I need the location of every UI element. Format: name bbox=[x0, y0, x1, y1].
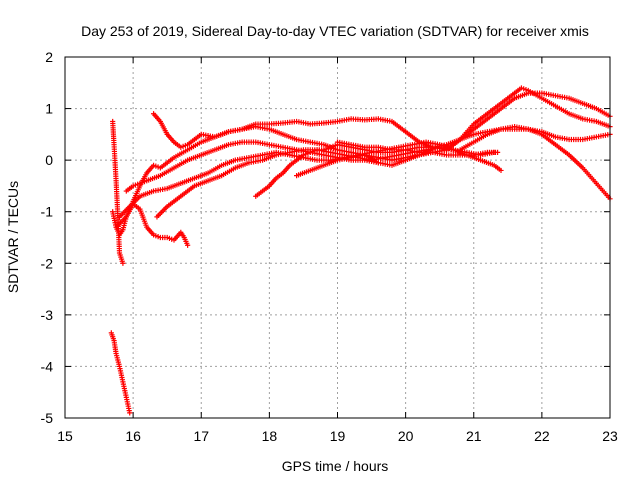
series-marks bbox=[457, 124, 613, 202]
series-track-1 bbox=[108, 330, 133, 416]
series-track-13 bbox=[334, 139, 501, 158]
x-tick-label: 21 bbox=[466, 428, 482, 444]
x-tick-label: 16 bbox=[125, 428, 141, 444]
series-track-10 bbox=[294, 90, 613, 179]
x-tick-label: 22 bbox=[534, 428, 550, 444]
y-tick-label: -1 bbox=[41, 204, 54, 220]
y-axis-label: SDTVAR / TECUs bbox=[5, 181, 21, 293]
series-track-9 bbox=[253, 126, 613, 199]
x-tick-label: 19 bbox=[330, 428, 346, 444]
grid bbox=[65, 57, 610, 418]
chart-title: Day 253 of 2019, Sidereal Day-to-day VTE… bbox=[81, 23, 589, 39]
series-track-2 bbox=[110, 118, 126, 266]
series-marks bbox=[123, 139, 436, 194]
series-marks bbox=[443, 85, 613, 153]
series-track-7 bbox=[123, 139, 436, 194]
series-track-5 bbox=[113, 124, 381, 230]
y-tick-label: 0 bbox=[45, 152, 53, 168]
data-points bbox=[108, 85, 613, 416]
ticks: 15 16 17 18 19 20 21 22 23 -5 -4 -3 -2 -1 0 1 2 bbox=[41, 49, 618, 444]
y-tick-label: -4 bbox=[41, 358, 54, 374]
y-tick-label: -2 bbox=[41, 255, 54, 271]
series-track-11 bbox=[443, 85, 613, 153]
x-tick-label: 15 bbox=[57, 428, 73, 444]
series-marks bbox=[110, 118, 126, 266]
series-marks bbox=[334, 139, 501, 158]
x-tick-label: 17 bbox=[193, 428, 209, 444]
y-tick-label: -3 bbox=[41, 307, 54, 323]
series-marks bbox=[253, 126, 613, 199]
y-tick-label: -5 bbox=[41, 410, 54, 426]
series-marks bbox=[113, 124, 381, 230]
x-tick-label: 23 bbox=[602, 428, 618, 444]
x-tick-label: 18 bbox=[262, 428, 278, 444]
series-marks bbox=[108, 330, 133, 416]
series-track-3 bbox=[110, 201, 191, 248]
series-marks bbox=[294, 90, 613, 179]
y-tick-label: 2 bbox=[45, 49, 53, 65]
y-tick-label: 1 bbox=[45, 101, 53, 117]
x-axis-label: GPS time / hours bbox=[282, 458, 389, 474]
series-marks bbox=[110, 201, 191, 248]
x-tick-label: 20 bbox=[398, 428, 414, 444]
series-track-12 bbox=[457, 124, 613, 202]
